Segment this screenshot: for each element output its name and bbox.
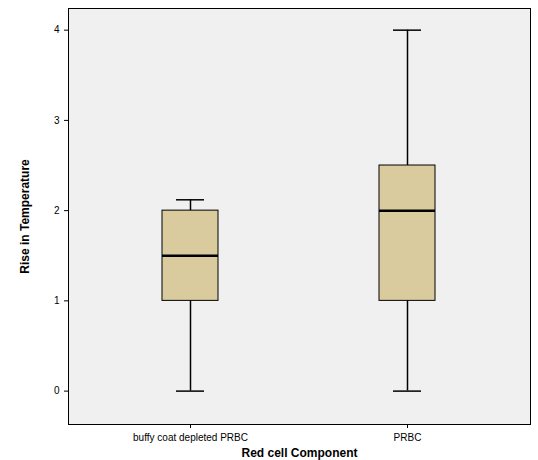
svg-text:2: 2	[54, 205, 60, 216]
svg-text:Rise in Temperature: Rise in Temperature	[18, 159, 32, 274]
svg-text:buffy coat depleted PRBC: buffy coat depleted PRBC	[133, 432, 248, 443]
svg-text:1: 1	[54, 295, 60, 306]
svg-text:PRBC: PRBC	[394, 432, 422, 443]
svg-text:4: 4	[54, 24, 60, 35]
svg-text:0: 0	[54, 385, 60, 396]
svg-text:Red cell Component: Red cell Component	[241, 446, 357, 460]
svg-text:3: 3	[54, 115, 60, 126]
